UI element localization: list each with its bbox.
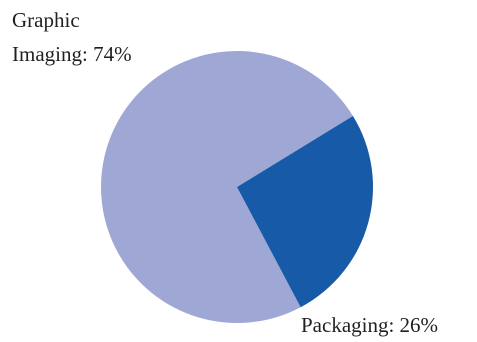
slice-label-packaging-line-1: Packaging: 26% <box>301 313 438 337</box>
pie-slice-graphic-imaging <box>101 50 353 323</box>
slice-label-graphic-imaging-line-1: Graphic <box>12 8 80 32</box>
slice-label-graphic-imaging: Graphic Imaging: 74% <box>12 8 132 66</box>
pie-slices <box>101 50 374 323</box>
slice-label-graphic-imaging-line-2: Imaging: 74% <box>12 42 132 66</box>
slice-label-packaging: Packaging: 26% <box>301 313 438 337</box>
pie-slice-packaging <box>237 115 374 308</box>
